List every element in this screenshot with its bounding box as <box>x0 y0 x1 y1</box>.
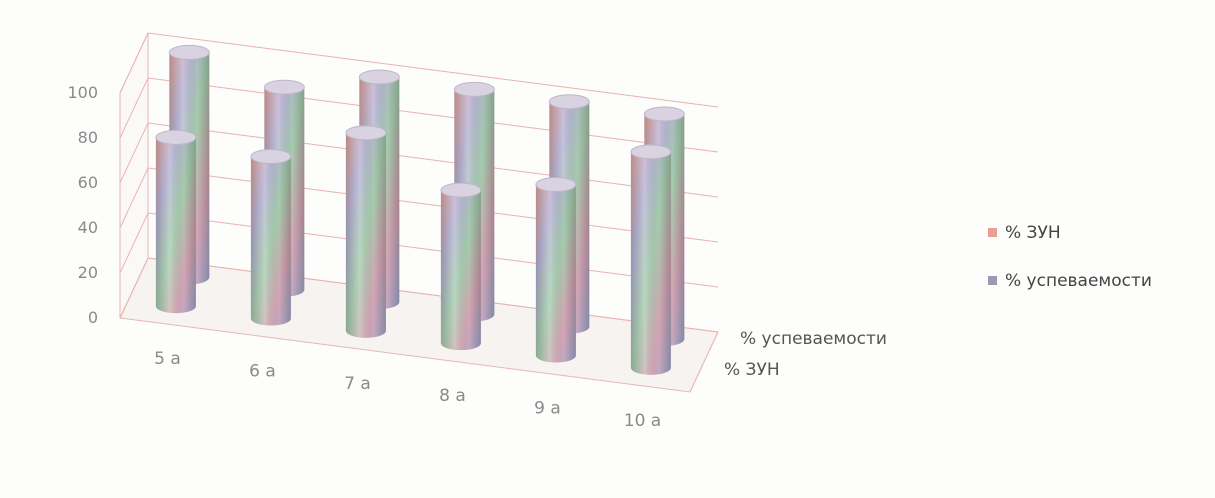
y-tick-label: 80 <box>78 128 98 147</box>
depth-axis-labels: % успеваемости % ЗУН <box>689 329 887 393</box>
bar-top <box>358 69 400 85</box>
bar-top <box>250 149 292 164</box>
y-tick-label: 40 <box>78 218 98 237</box>
gridline <box>119 212 719 288</box>
depth-axis-label: % успеваемости <box>740 329 887 349</box>
x-category-label: 10 а <box>624 411 661 431</box>
y-tick-label: 100 <box>67 83 98 102</box>
gridlines <box>119 32 719 333</box>
bar-top <box>535 177 577 192</box>
bar-shade <box>250 156 291 326</box>
bar-top <box>345 125 387 141</box>
bar-shade <box>630 151 671 375</box>
y-axis-ticks: 0 20 40 60 80 100 <box>67 83 98 327</box>
gridline <box>119 167 719 243</box>
gridline <box>119 77 719 153</box>
bar-shade <box>345 132 386 338</box>
floor <box>119 257 719 393</box>
depth-axis-line <box>689 331 719 393</box>
bar-shade <box>440 190 481 351</box>
bar-zun-1 <box>250 149 292 326</box>
bar-zun-3 <box>440 182 482 351</box>
x-category-label: 5 а <box>154 349 181 369</box>
depth-axis-label: % ЗУН <box>724 360 780 380</box>
bar-top <box>440 182 482 198</box>
x-category-label: 7 а <box>344 374 371 394</box>
gridline <box>119 32 719 108</box>
y-tick-label: 0 <box>88 308 98 327</box>
bar-top <box>453 81 495 97</box>
legend-swatch <box>988 276 997 285</box>
bar-shade <box>535 184 576 363</box>
y-tick-label: 60 <box>78 173 98 192</box>
chart-walls <box>119 32 719 393</box>
legend-entry: % ЗУН <box>988 223 1061 243</box>
gridline <box>119 122 719 198</box>
x-category-label: 6 а <box>249 362 276 382</box>
legend: % ЗУН % успеваемости <box>988 223 1152 291</box>
bar-top <box>643 106 685 122</box>
bar-zun-5 <box>630 144 672 375</box>
legend-label: % ЗУН <box>1005 223 1061 243</box>
y-tick-label: 20 <box>78 263 98 282</box>
bar-top <box>168 44 210 60</box>
legend-entry: % успеваемости <box>988 271 1152 291</box>
x-category-label: 9 а <box>534 399 561 419</box>
bar-zun-0 <box>155 129 197 314</box>
legend-swatch <box>988 228 997 237</box>
bar-zun-4 <box>535 177 577 363</box>
bars <box>155 44 685 375</box>
bar-top <box>630 144 672 160</box>
x-axis-categories: 5 а 6 а 7 а 8 а 9 а 10 а <box>154 349 661 431</box>
gridline <box>119 257 719 333</box>
x-category-label: 8 а <box>439 386 466 406</box>
legend-label: % успеваемости <box>1005 271 1152 291</box>
bar-shade <box>155 137 196 314</box>
bar-zun-2 <box>345 125 387 338</box>
bar-top <box>155 129 197 145</box>
bar-top <box>548 94 590 110</box>
bar-top <box>263 79 305 95</box>
